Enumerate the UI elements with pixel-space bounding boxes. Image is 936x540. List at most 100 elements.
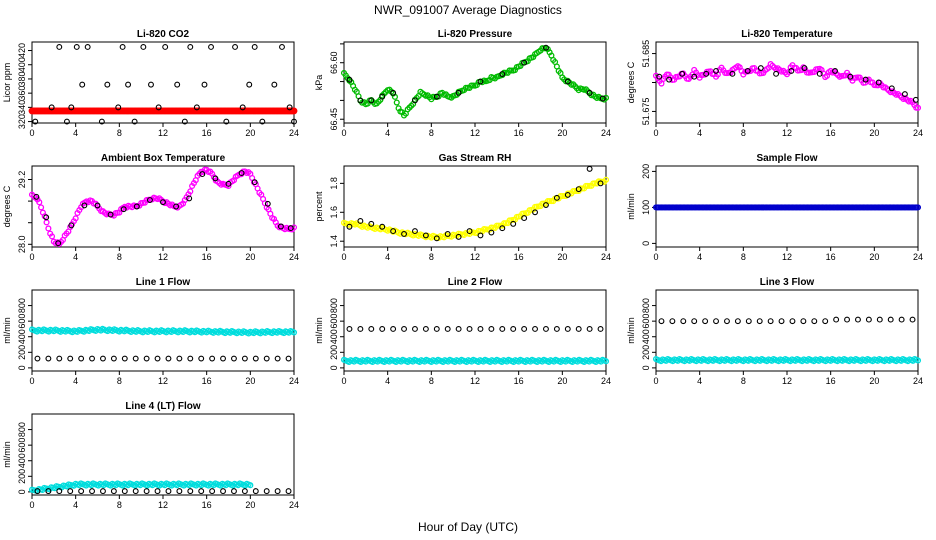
y-tick-label: 400 xyxy=(17,329,27,344)
series-line-1-black xyxy=(34,355,292,362)
data-point xyxy=(264,200,271,207)
data-point xyxy=(862,76,869,83)
x-tick-label: 12 xyxy=(158,252,168,262)
x-tick-label: 12 xyxy=(470,376,480,386)
x-tick-label: 4 xyxy=(697,376,702,386)
x-tick-label: 24 xyxy=(289,128,299,138)
x-tick-label: 12 xyxy=(782,376,792,386)
data-point xyxy=(104,81,111,88)
series-line-4-black xyxy=(34,488,292,495)
data-point xyxy=(84,44,91,50)
series-line-2-black xyxy=(346,325,604,332)
x-tick-label: 16 xyxy=(202,252,212,262)
panel-10: Line 4 (LT) Flow ml/min 0 4 8 12 16 20 24 0 200400… xyxy=(2,401,299,510)
y-tick-label: 600 xyxy=(17,314,27,329)
panel-title: Li-820 Pressure xyxy=(438,29,513,40)
y-tick-label: 200 xyxy=(329,345,339,360)
data-point xyxy=(702,318,709,325)
series-RH-yellow xyxy=(340,176,610,241)
panels: Li-820 CO2 Licor ppm 0 4 8 12 16 20 24 3203403603… xyxy=(2,29,923,510)
y-tick-label: 800 xyxy=(641,298,651,313)
data-point xyxy=(532,209,538,216)
data-point xyxy=(466,228,473,235)
x-tick-label: 0 xyxy=(653,128,658,138)
data-point xyxy=(724,318,730,325)
data-point xyxy=(201,81,208,88)
data-point xyxy=(143,488,150,495)
panel-title: Line 3 Flow xyxy=(760,277,815,288)
panel-6: Sample Flow ml/min 0 4 8 12 16 20 24 0 100 200 xyxy=(626,153,923,262)
data-point xyxy=(564,191,571,198)
x-tick-label: 0 xyxy=(653,252,658,262)
y-tick-label: 0 xyxy=(329,365,339,370)
x-tick-label: 20 xyxy=(557,252,567,262)
data-point xyxy=(357,325,364,332)
x-tick-label: 16 xyxy=(826,376,836,386)
y-tick-label: 380 xyxy=(17,71,27,86)
data-point xyxy=(357,97,364,104)
data-point xyxy=(285,488,292,495)
data-point xyxy=(252,488,259,495)
data-point xyxy=(271,81,278,88)
x-tick-label: 0 xyxy=(653,376,658,386)
data-point xyxy=(176,355,183,362)
y-tick-label: 0 xyxy=(17,489,27,494)
panel-title: Ambient Box Temperature xyxy=(101,153,226,164)
data-point xyxy=(148,81,154,88)
panel-3: Li-820 Temperature degrees C 0 4 8 12 16 20 24 51… xyxy=(626,29,923,138)
data-point xyxy=(401,325,407,332)
data-point xyxy=(68,222,75,229)
y-tick-label: 420 xyxy=(17,43,27,58)
data-point xyxy=(100,488,106,495)
y-tick-label: 66.45 xyxy=(329,108,339,131)
y-tick-label: 66.60 xyxy=(329,51,339,74)
y-axis-label: ml/min xyxy=(2,317,12,344)
y-axis-label: degrees C xyxy=(2,185,12,227)
x-tick-label: 16 xyxy=(202,376,212,386)
data-point xyxy=(597,180,604,187)
data-point xyxy=(133,203,140,210)
data-point xyxy=(55,240,62,247)
data-point xyxy=(251,179,258,186)
data-point xyxy=(279,44,285,50)
data-point xyxy=(67,488,74,495)
data-point xyxy=(888,85,895,92)
data-point xyxy=(412,97,418,104)
data-point xyxy=(368,220,375,227)
x-tick-label: 24 xyxy=(913,128,923,138)
series-line-2-cyan xyxy=(340,356,610,365)
x-tick-label: 16 xyxy=(202,500,212,510)
data-point xyxy=(602,358,610,365)
data-point xyxy=(45,488,52,495)
data-point xyxy=(586,165,593,172)
data-point xyxy=(165,355,172,362)
y-axis-label: ml/min xyxy=(314,317,324,344)
data-point xyxy=(789,318,796,325)
data-point xyxy=(187,188,194,195)
data-point xyxy=(669,318,676,325)
data-point xyxy=(38,204,45,211)
data-point xyxy=(543,325,549,332)
y-tick-label: 1.4 xyxy=(329,235,339,248)
y-tick-label: 200 xyxy=(17,345,27,360)
data-point xyxy=(173,203,180,210)
y-axis-label: kPa xyxy=(314,75,324,91)
x-tick-label: 12 xyxy=(158,500,168,510)
x-tick-label: 24 xyxy=(289,500,299,510)
data-point xyxy=(602,176,610,183)
panel-4: Ambient Box Temperature degrees C 0 4 8 12 16 2… xyxy=(2,153,299,262)
data-point xyxy=(72,215,79,222)
data-point xyxy=(78,355,85,362)
data-point xyxy=(575,325,582,332)
y-tick-label: 800 xyxy=(329,298,339,313)
y-tick-label: 400 xyxy=(641,329,651,344)
x-tick-label: 24 xyxy=(289,376,299,386)
data-point xyxy=(656,73,663,80)
data-point xyxy=(225,180,232,187)
data-point xyxy=(477,78,484,85)
x-tick-label: 12 xyxy=(782,128,792,138)
y-tick-label: 340 xyxy=(17,100,27,115)
data-point xyxy=(132,488,139,495)
data-point xyxy=(455,233,462,240)
